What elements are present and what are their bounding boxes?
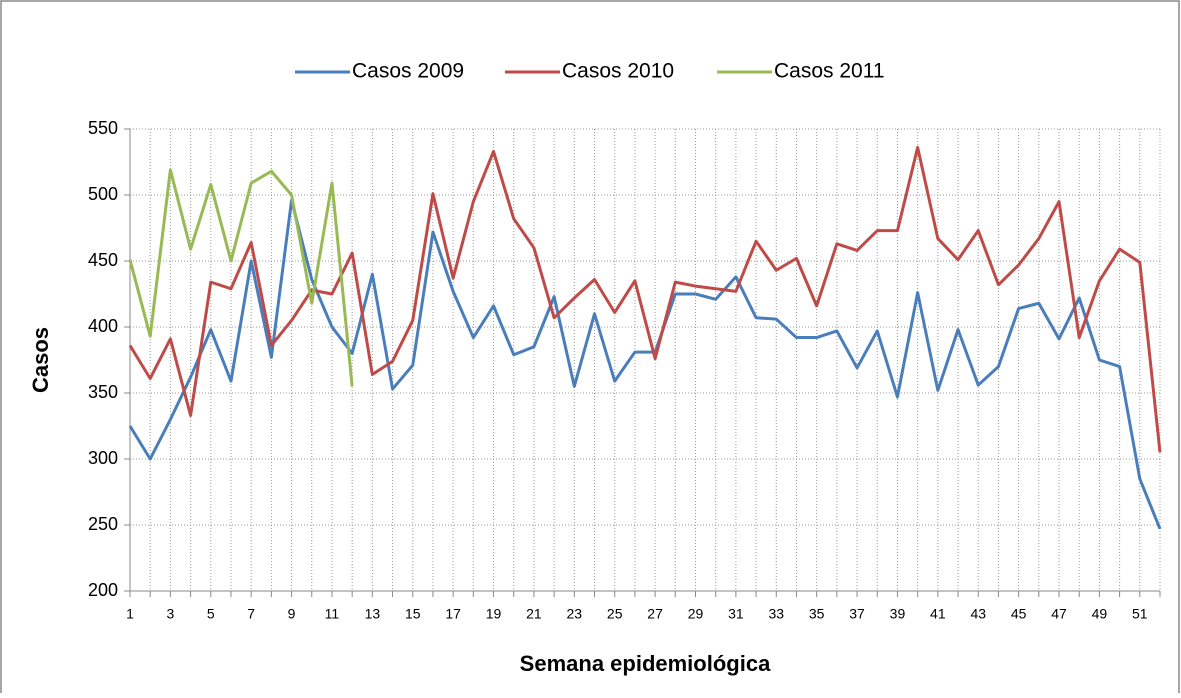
x-tick-label: 29 bbox=[688, 606, 704, 622]
y-tick-label: 500 bbox=[88, 184, 118, 204]
series-line bbox=[128, 145, 1162, 453]
x-axis-label: Semana epidemiológica bbox=[520, 651, 771, 676]
y-tick-label: 300 bbox=[88, 448, 118, 468]
x-tick-label: 5 bbox=[207, 606, 215, 622]
series-line bbox=[128, 198, 1162, 530]
y-tick-label: 250 bbox=[88, 514, 118, 534]
x-tick-label: 21 bbox=[526, 606, 542, 622]
legend-label: Casos 2011 bbox=[774, 60, 885, 83]
series-line bbox=[128, 168, 354, 387]
legend-label: Casos 2009 bbox=[352, 60, 464, 83]
x-tick-label: 47 bbox=[1051, 606, 1067, 622]
y-tick-label: 550 bbox=[88, 118, 118, 138]
x-tick-label: 33 bbox=[768, 606, 784, 622]
y-tick-label: 350 bbox=[88, 382, 118, 402]
x-tick-label: 19 bbox=[486, 606, 502, 622]
x-tick-label: 23 bbox=[567, 606, 583, 622]
x-tick-label: 39 bbox=[890, 606, 906, 622]
x-tick-label: 25 bbox=[607, 606, 623, 622]
legend-label: Casos 2010 bbox=[562, 60, 674, 83]
x-tick-label: 13 bbox=[365, 606, 381, 622]
x-tick-label: 27 bbox=[647, 606, 663, 622]
x-tick-label: 31 bbox=[728, 606, 744, 622]
x-tick-label: 9 bbox=[288, 606, 296, 622]
x-tick-label: 17 bbox=[445, 606, 461, 622]
x-tick-label: 51 bbox=[1132, 606, 1148, 622]
y-axis-label: Casos bbox=[28, 327, 53, 393]
x-tick-label: 1 bbox=[126, 606, 134, 622]
x-tick-label: 35 bbox=[809, 606, 825, 622]
x-tick-label: 43 bbox=[970, 606, 986, 622]
y-tick-label: 450 bbox=[88, 250, 118, 270]
x-tick-label: 7 bbox=[247, 606, 255, 622]
x-tick-label: 15 bbox=[405, 606, 421, 622]
x-tick-label: 45 bbox=[1011, 606, 1027, 622]
y-tick-label: 400 bbox=[88, 316, 118, 336]
x-tick-label: 37 bbox=[849, 606, 865, 622]
x-tick-label: 11 bbox=[325, 606, 340, 622]
x-tick-label: 3 bbox=[166, 606, 174, 622]
y-tick-label: 200 bbox=[88, 580, 118, 600]
x-tick-label: 49 bbox=[1092, 606, 1108, 622]
x-tick-label: 41 bbox=[930, 606, 946, 622]
